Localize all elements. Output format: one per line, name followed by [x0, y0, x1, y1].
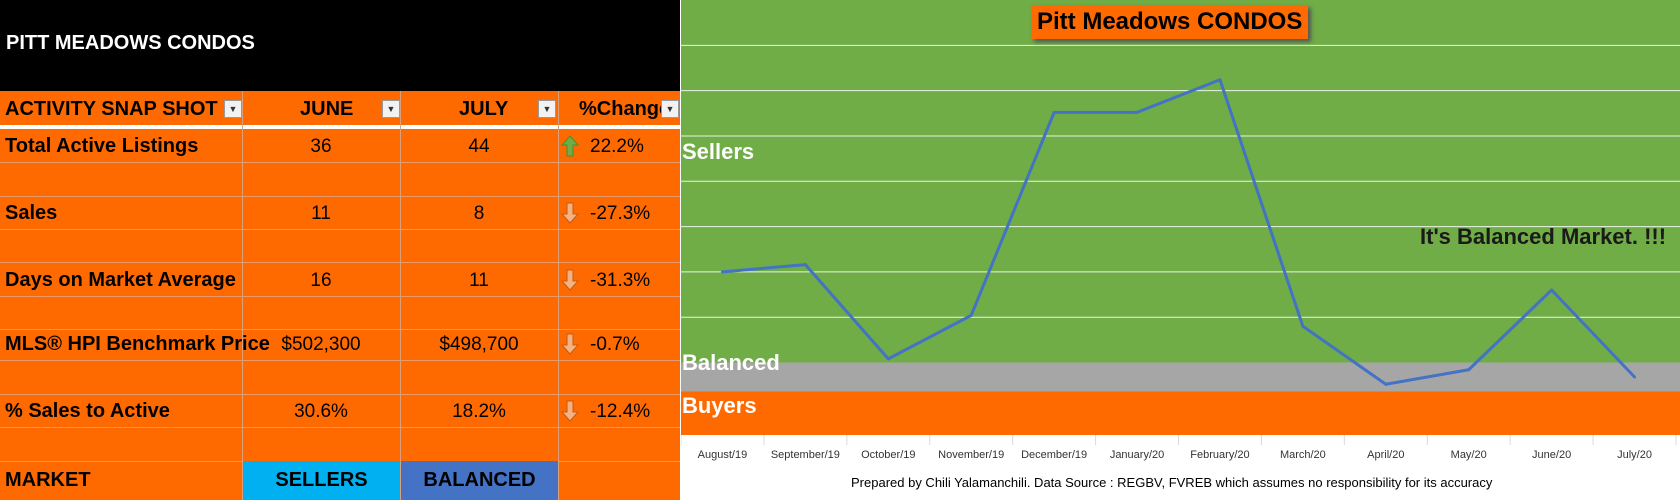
june-value: 16 [310, 270, 332, 291]
row-label: Days on Market Average [5, 269, 236, 291]
arrow-down-icon [561, 202, 579, 224]
spacer-row [0, 296, 680, 330]
filter-dropdown-july[interactable]: ▼ [538, 100, 556, 118]
market-june-status: SELLERS [243, 461, 400, 500]
series-line [722, 78, 1636, 386]
chart-title: Pitt Meadows CONDOS [1031, 5, 1309, 39]
x-tick-label: October/19 [861, 449, 915, 461]
data-point [1218, 78, 1222, 82]
x-tick-label: April/20 [1367, 449, 1404, 461]
row-label: Sales [5, 202, 58, 224]
arrow-down-icon [561, 333, 579, 355]
table-header-row: ACTIVITY SNAP SHOT ▼ JUNE ▼ JULY ▼ %Chan… [0, 91, 680, 129]
zone-band-buyers [681, 391, 1680, 435]
column-divider [242, 91, 243, 500]
snapshot-table: PITT MEADOWS CONDOS ACTIVITY SNAP SHOT ▼… [0, 0, 680, 500]
data-point [1633, 375, 1637, 379]
x-tick-label: December/19 [1021, 449, 1087, 461]
chart-footer: Prepared by Chili Yalamanchili. Data Sou… [851, 475, 1493, 490]
x-tick-label: November/19 [938, 449, 1004, 461]
table-row: % Sales to Active 30.6% 18.2% -12.4% [0, 394, 680, 428]
june-value: 36 [310, 136, 332, 157]
filter-dropdown-change[interactable]: ▼ [661, 100, 679, 118]
data-point [1052, 110, 1056, 114]
spacer-row [0, 163, 680, 197]
row-label: % Sales to Active [5, 400, 170, 422]
arrow-down-icon [561, 269, 579, 291]
spacer-row [0, 229, 680, 263]
row-label: MLS® HPI Benchmark Price [5, 333, 270, 355]
zone-label-buyers: Buyers [682, 393, 757, 418]
data-point [1135, 110, 1139, 114]
data-point [803, 263, 807, 267]
change-value: -31.3% [590, 270, 651, 291]
change-value: -12.4% [590, 401, 651, 422]
x-tick-label: June/20 [1532, 449, 1571, 461]
june-value: 11 [311, 203, 331, 224]
july-value: 44 [468, 136, 490, 157]
header-july: JULY [459, 98, 509, 120]
header-june: JUNE [300, 98, 354, 120]
june-value: $502,300 [281, 334, 361, 355]
data-point [969, 313, 973, 317]
column-divider [400, 91, 401, 500]
column-divider [558, 91, 559, 500]
market-chart: August/19 September/19 October/19 November/… [681, 0, 1680, 500]
header-change: %Change [579, 98, 671, 120]
zone-label-balanced: Balanced [682, 350, 780, 375]
header-activity: ACTIVITY SNAP SHOT [5, 98, 218, 120]
row-label: Total Active Listings [5, 135, 199, 157]
spacer-row [0, 361, 680, 395]
spacer-row [0, 428, 680, 462]
change-value: 22.2% [590, 136, 644, 157]
table-row: Sales 11 8 -27.3% [0, 196, 680, 230]
x-tick-label: August/19 [698, 449, 748, 461]
market-july-status: BALANCED [401, 461, 558, 500]
x-tick-label: February/20 [1190, 449, 1249, 461]
table-row: MLS® HPI Benchmark Price $502,300 $498,7… [0, 327, 680, 361]
data-point [1301, 324, 1305, 328]
data-point [1384, 382, 1388, 386]
data-point [720, 270, 724, 274]
july-value: 8 [473, 203, 485, 224]
change-value: -0.7% [590, 334, 640, 355]
arrow-up-icon [561, 135, 579, 157]
table-row: Days on Market Average 16 11 -31.3% [0, 263, 680, 297]
change-value: -27.3% [590, 203, 651, 224]
table-row: Total Active Listings 36 44 22.2% [0, 129, 680, 163]
x-tick-label: July/20 [1617, 449, 1652, 461]
x-tick-label: September/19 [771, 449, 840, 461]
data-point [886, 357, 890, 361]
data-point [1550, 288, 1554, 292]
arrow-down-icon [561, 400, 579, 422]
x-tick-label: May/20 [1451, 449, 1487, 461]
x-tick-label: March/20 [1280, 449, 1326, 461]
data-point [1467, 368, 1471, 372]
zone-label-sellers: Sellers [682, 139, 755, 164]
june-value: 30.6% [294, 401, 348, 422]
july-value: $498,700 [439, 334, 519, 355]
filter-dropdown-june[interactable]: ▼ [382, 100, 400, 118]
filter-dropdown-activity[interactable]: ▼ [224, 100, 242, 118]
market-annotation: It's Balanced Market. !!! [1420, 224, 1667, 249]
table-title-bar: PITT MEADOWS CONDOS [0, 0, 680, 91]
market-label: MARKET [5, 469, 91, 491]
chart-canvas: August/19 September/19 October/19 November/… [681, 0, 1680, 461]
x-tick-label: January/20 [1110, 449, 1164, 461]
zone-band-balanced [681, 362, 1680, 392]
table-title: PITT MEADOWS CONDOS [6, 32, 255, 54]
july-value: 11 [469, 270, 489, 291]
july-value: 18.2% [452, 401, 506, 422]
